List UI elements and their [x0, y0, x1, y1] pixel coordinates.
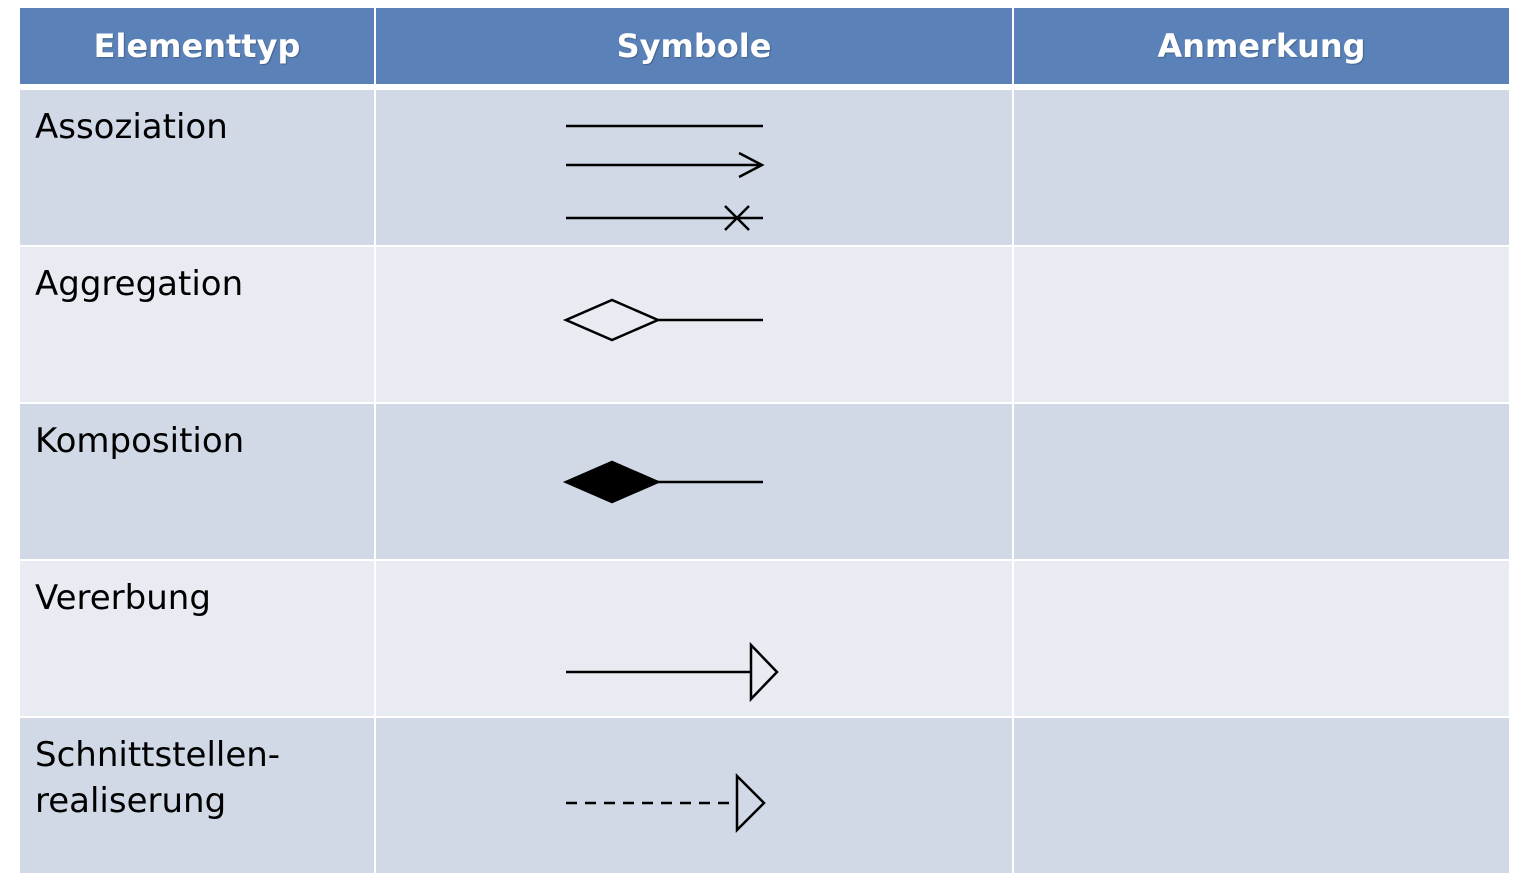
symbol-cell — [375, 717, 1014, 875]
interface-realization-symbols — [566, 772, 766, 834]
element-type-label: Assoziation — [35, 107, 228, 147]
hollow-diamond-line-icon — [562, 298, 763, 342]
header-remark: Anmerkung — [1013, 8, 1509, 90]
symbol-cell — [375, 560, 1014, 718]
association-symbols — [566, 124, 765, 231]
element-type-label: Vererbung — [35, 578, 211, 618]
remark-cell — [1013, 560, 1509, 718]
element-type-cell: Vererbung — [20, 560, 376, 718]
symbol-cell — [375, 246, 1014, 404]
symbol-cell — [375, 403, 1014, 561]
remark-cell — [1013, 403, 1509, 561]
table-row-association: Assoziation — [20, 87, 1509, 247]
element-type-label: Schnittstellen- realiserung — [35, 735, 281, 821]
element-type-cell: Schnittstellen- realiserung — [20, 717, 376, 875]
inheritance-symbols — [566, 641, 779, 703]
aggregation-symbols — [562, 298, 763, 342]
header-element-type: Elementtyp — [20, 8, 376, 90]
table-row-inheritance: Vererbung — [20, 560, 1509, 718]
element-type-cell: Assoziation — [20, 87, 376, 247]
open-arrow-line-icon — [566, 151, 765, 179]
remark-cell — [1013, 246, 1509, 404]
remark-cell — [1013, 87, 1509, 247]
hollow-triangle-line-icon — [566, 641, 779, 703]
cross-end-line-icon — [566, 205, 763, 231]
filled-diamond-line-icon — [562, 460, 763, 504]
remark-cell — [1013, 717, 1509, 875]
table-row-interface-realization: Schnittstellen- realiserung — [20, 717, 1509, 875]
composition-symbols — [562, 460, 763, 504]
element-type-label: Komposition — [35, 421, 245, 461]
element-type-cell: Komposition — [20, 403, 376, 561]
element-type-cell: Aggregation — [20, 246, 376, 404]
header-symbols: Symbole — [375, 8, 1014, 90]
table-row-aggregation: Aggregation — [20, 246, 1509, 404]
dashed-hollow-triangle-line-icon — [566, 772, 766, 834]
table-row-composition: Komposition — [20, 403, 1509, 561]
element-type-label: Aggregation — [35, 264, 244, 304]
uml-relations-table: Elementtyp Symbole Anmerkung Assoziation — [20, 8, 1509, 875]
symbol-cell — [375, 87, 1014, 247]
header-row: Elementtyp Symbole Anmerkung — [20, 8, 1509, 90]
